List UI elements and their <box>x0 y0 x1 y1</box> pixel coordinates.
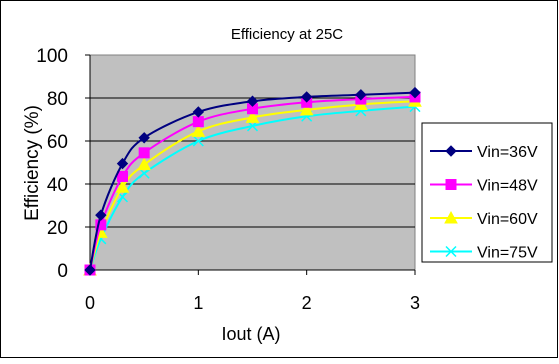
legend-label-vin-60v: Vin=60V <box>477 211 538 228</box>
plot-area <box>89 54 416 271</box>
legend-entry-vin-60v: Vin=60V <box>430 210 538 228</box>
legend-entry-vin-48v: Vin=48V <box>430 178 538 195</box>
data-point-vin-36v <box>116 157 129 170</box>
data-point-vin-36v <box>95 209 107 221</box>
data-point-vin-75v <box>192 135 204 147</box>
data-point-vin-48v <box>117 170 128 182</box>
x-tick-label: 3 <box>410 293 420 313</box>
y-axis-label: Efficiency (%) <box>22 105 43 221</box>
y-tick-label: 20 <box>47 218 68 239</box>
legend-swatch-marker <box>445 179 457 190</box>
legend-entry-vin-75v: Vin=75V <box>430 245 538 262</box>
data-point-vin-48v <box>138 147 150 159</box>
legend-box <box>421 122 553 263</box>
legend-entries: Vin=36V Vin=48V Vin=60V Vin=75V <box>430 144 538 262</box>
data-point-vin-60v <box>245 110 260 123</box>
legend-swatch-marker <box>445 245 457 258</box>
marker-stroke <box>116 191 129 203</box>
x-axis-label: Iout (A) <box>221 324 280 344</box>
legend-label-vin-36v: Vin=36V <box>477 144 538 161</box>
legend-label-vin-75v: Vin=75V <box>477 245 538 262</box>
data-point-vin-48v <box>192 116 204 128</box>
data-point-vin-60v <box>191 124 206 137</box>
chart-title: Efficiency at 25C <box>231 26 343 43</box>
data-point-vin-36v <box>355 89 367 101</box>
legend-label-vin-48v: Vin=48V <box>477 178 538 195</box>
data-point-vin-36v <box>409 86 421 99</box>
y-tick-label: 60 <box>47 132 68 153</box>
data-point-vin-36v <box>138 132 150 144</box>
data-point-vin-60v <box>299 102 314 116</box>
x-tick-label: 1 <box>193 293 203 313</box>
data-point-vin-36v <box>84 264 96 276</box>
y-tick-label: 80 <box>47 89 68 110</box>
legend-entry-vin-36v: Vin=36V <box>430 144 538 161</box>
y-tick-label: 40 <box>47 175 68 196</box>
data-point-vin-60v <box>137 157 152 171</box>
legend: Vin=36V Vin=48V Vin=60V Vin=75V <box>421 122 553 263</box>
data-point-vin-36v <box>300 91 313 103</box>
data-point-vin-36v <box>246 95 259 107</box>
legend-swatch-marker <box>444 210 458 224</box>
data-point-vin-60v <box>115 180 130 193</box>
series-lines <box>83 86 422 276</box>
x-tick-label: 2 <box>302 293 312 313</box>
y-tick-label: 100 <box>36 46 68 67</box>
x-tick-label: 0 <box>85 293 95 313</box>
tick-labels: 0 20 40 60 80 100 0 1 2 3 <box>36 46 420 313</box>
series-vin-36v <box>84 86 421 276</box>
y-tick-label: 0 <box>57 261 68 282</box>
legend-swatch-marker <box>445 145 457 157</box>
marker-stroke <box>445 245 457 258</box>
marker-stroke <box>192 135 204 147</box>
data-point-vin-36v <box>192 106 205 118</box>
